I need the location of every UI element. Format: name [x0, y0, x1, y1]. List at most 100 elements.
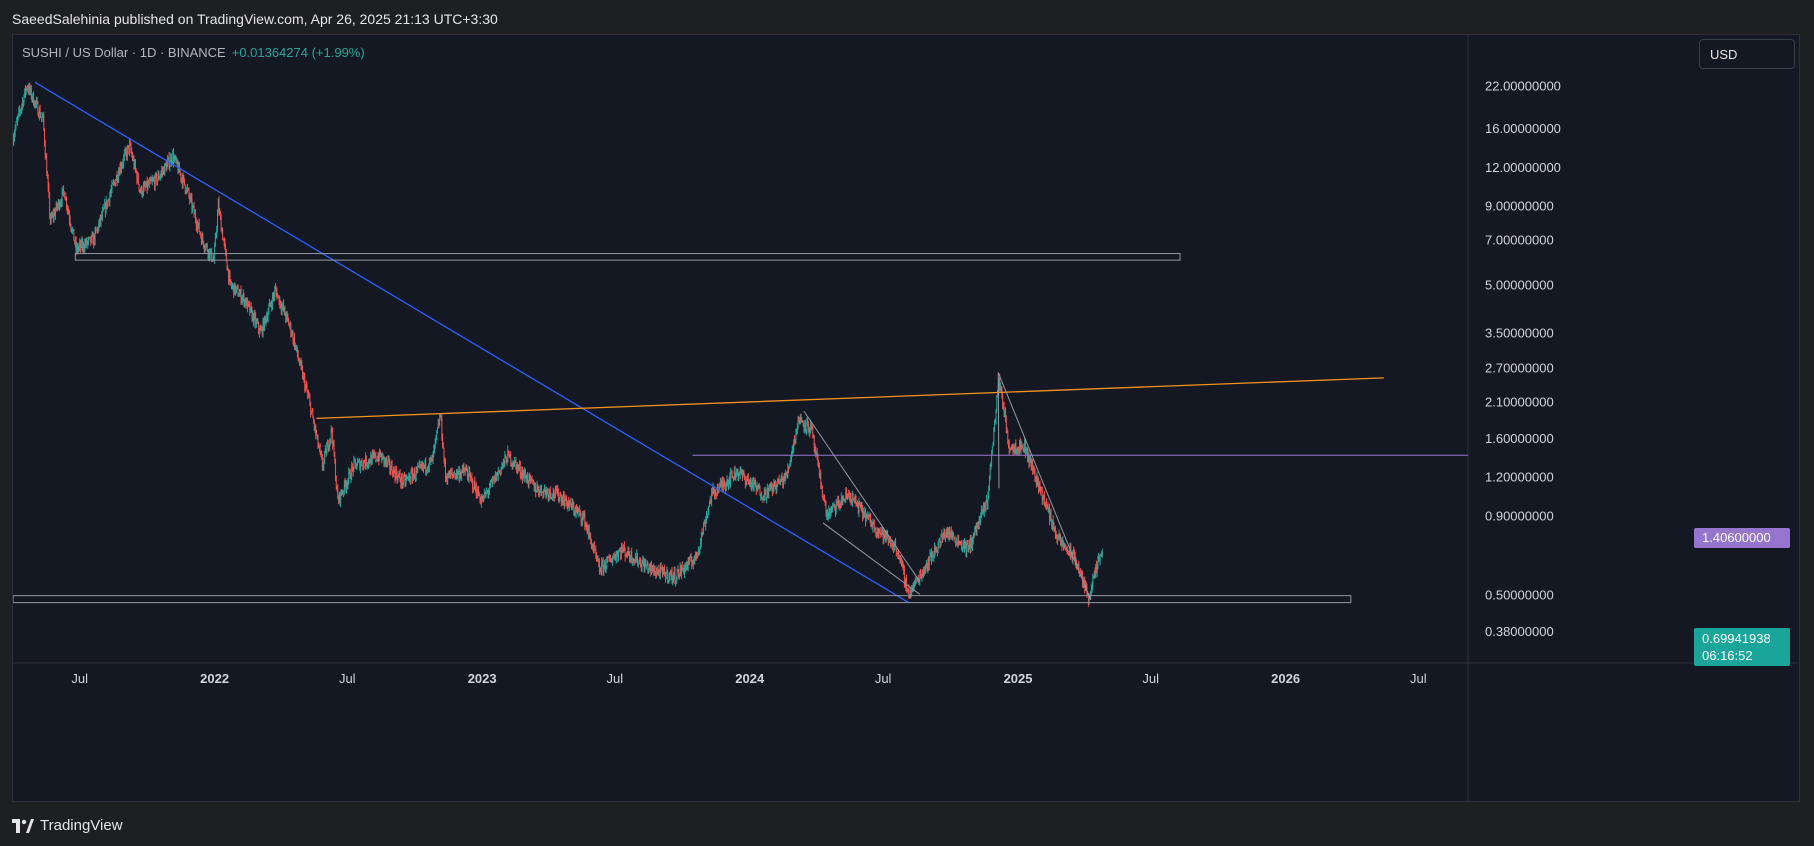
candle-up — [771, 486, 773, 488]
candle-down — [503, 460, 505, 464]
candle-up — [127, 145, 129, 148]
candle-down — [269, 302, 271, 305]
candle-down — [1088, 594, 1089, 603]
lower-rectangle — [13, 595, 1352, 604]
candle-down — [177, 164, 179, 173]
candle-down — [665, 574, 666, 579]
candle-up — [289, 323, 291, 326]
candle-up — [1026, 447, 1028, 453]
candle-down — [154, 179, 155, 187]
candle-up — [552, 490, 554, 497]
candle-down — [884, 530, 885, 539]
candle-down — [220, 212, 221, 218]
candle-down — [466, 468, 468, 472]
footer[interactable]: TradingView — [12, 806, 123, 846]
candle-up — [738, 473, 740, 476]
currency-button[interactable]: USD — [1699, 39, 1795, 69]
candle-down — [692, 563, 693, 566]
candle-down — [591, 540, 592, 548]
candle-down — [288, 319, 289, 326]
candle-down — [300, 360, 302, 365]
candle-down — [153, 179, 155, 181]
candle-up — [415, 468, 417, 477]
candle-down — [626, 555, 628, 557]
candle-down — [1085, 582, 1087, 587]
candle-up — [221, 230, 223, 232]
candle-down — [195, 213, 196, 221]
candle-down — [193, 205, 195, 214]
candle-down — [1093, 576, 1094, 579]
candle-down — [846, 493, 848, 496]
candle-up — [328, 446, 330, 450]
candle-down — [212, 260, 213, 262]
candle-up — [789, 463, 791, 465]
candle-up — [646, 564, 647, 567]
candle-down — [629, 557, 631, 561]
candle-down — [105, 203, 106, 213]
candle-down — [529, 475, 531, 477]
candle-down — [651, 565, 653, 571]
candle-up — [408, 476, 410, 478]
candle-up — [957, 538, 959, 545]
candle-down — [404, 476, 406, 483]
candle-up — [700, 541, 701, 547]
candle-up — [540, 485, 542, 490]
chart-panel[interactable]: 22.00000000 16.00000000 12.00000000 9.00000… — [12, 34, 1800, 802]
candle-down — [50, 214, 51, 223]
candle-down — [484, 492, 486, 497]
candle-down — [303, 375, 305, 378]
candle-down — [1044, 495, 1045, 506]
candle-up — [644, 562, 646, 571]
candle-up — [159, 175, 161, 178]
candle-up — [77, 248, 79, 251]
candle-down — [580, 510, 581, 514]
candle-down — [454, 474, 456, 479]
candle-down — [361, 461, 363, 466]
candle-up — [88, 238, 89, 242]
candle-up — [682, 568, 684, 570]
candle-down — [714, 488, 715, 495]
candle-up — [597, 560, 599, 562]
candle-down — [383, 456, 385, 463]
candle-up — [253, 314, 255, 324]
orange-trendline — [316, 377, 1384, 420]
candle-up — [1000, 385, 1001, 389]
candle-down — [983, 507, 984, 513]
candle-down — [695, 551, 697, 556]
candle-down — [961, 544, 962, 550]
candle-down — [525, 471, 526, 478]
candle-up — [992, 446, 993, 451]
candle-up — [435, 434, 437, 440]
candle-up — [982, 507, 984, 511]
candle-down — [840, 502, 841, 504]
candle-down — [1099, 557, 1100, 560]
candle-up — [205, 245, 207, 249]
candle-down — [967, 543, 969, 551]
candle-down — [467, 471, 468, 477]
candle-down — [354, 460, 356, 464]
candle-up — [155, 174, 157, 176]
candle-up — [227, 268, 229, 271]
candle-up — [700, 532, 702, 542]
candle-down — [399, 473, 401, 481]
candle-up — [591, 546, 593, 548]
symbol-legend[interactable]: SUSHI / US Dollar · 1D · BINANCE +0.01364… — [22, 45, 365, 60]
candle-down — [451, 471, 453, 474]
candle-down — [294, 337, 295, 348]
candle-up — [837, 500, 839, 505]
candle-up — [182, 176, 184, 186]
candle-up — [1063, 545, 1065, 548]
candle-up — [787, 467, 789, 475]
candle-up — [112, 183, 114, 185]
candle-down — [731, 473, 733, 477]
candle-up — [826, 513, 828, 516]
candle-down — [54, 211, 56, 216]
candle-up — [911, 587, 913, 594]
grey-trend-4 — [997, 372, 1000, 489]
candle-up — [536, 485, 538, 492]
candle-up — [945, 532, 947, 537]
candle-up — [342, 491, 344, 494]
candle-down — [315, 426, 317, 435]
candle-down — [901, 558, 902, 563]
price-chart[interactable]: 22.0000000016.0000000012.000000009.00000… — [13, 35, 1800, 802]
